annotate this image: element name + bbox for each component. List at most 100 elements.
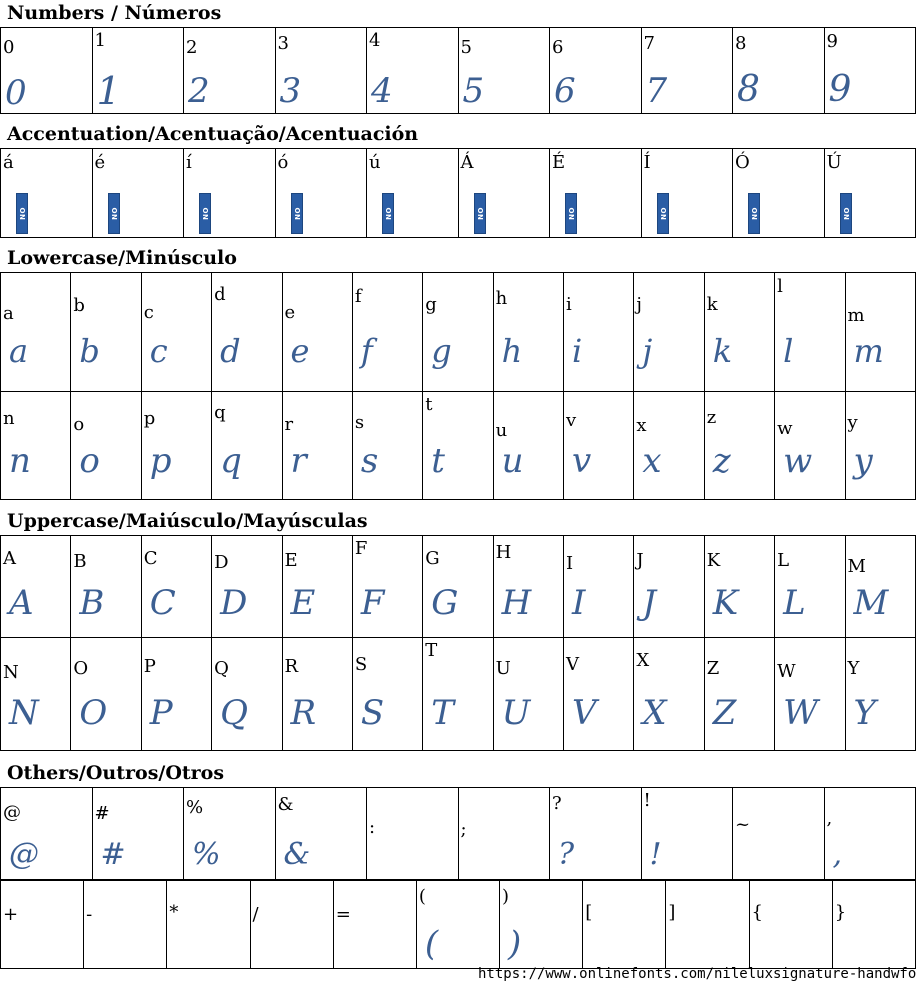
char-label: á	[3, 152, 14, 173]
char-label: m	[847, 305, 865, 326]
glyph-sample: z	[712, 441, 731, 481]
glyph-cell: é NO GLYPH	[91, 148, 184, 238]
char-label: d	[214, 284, 226, 305]
glyph-cell: }	[831, 880, 916, 969]
missing-glyph-badge: NO GLYPH	[473, 193, 495, 234]
char-label: {	[751, 902, 763, 923]
glyph-cell: ó NO GLYPH	[274, 148, 367, 238]
missing-glyph-badge: NO GLYPH	[565, 193, 586, 234]
glyph-sample: l	[783, 332, 794, 370]
char-label: j	[636, 294, 642, 315]
char-label: 7	[643, 33, 655, 54]
char-label: I	[566, 553, 574, 574]
char-label: ]	[668, 902, 676, 923]
char-label: l	[777, 276, 783, 297]
glyph-sample: M	[853, 583, 889, 623]
glyph-cell: @ @	[0, 787, 93, 880]
char-label: g	[425, 294, 437, 315]
char-label: ?	[552, 793, 562, 814]
char-label: p	[143, 408, 156, 429]
glyph-sample: e	[290, 332, 310, 370]
glyph-sample: I	[572, 583, 586, 623]
glyph-sample: 0	[5, 73, 27, 113]
glyph-sample: f	[360, 332, 373, 370]
glyph-sample: 8	[737, 69, 760, 110]
char-label: o	[73, 414, 85, 435]
glyph-sample: P	[149, 693, 173, 733]
char-label: Q	[214, 658, 229, 679]
glyph-sample: Y	[853, 693, 876, 733]
char-label: 4	[369, 30, 381, 51]
glyph-sample: &	[283, 837, 311, 872]
char-label: 5	[460, 37, 472, 58]
char-label: Z	[706, 658, 720, 679]
missing-glyph-badge: NO GLYPH	[290, 193, 312, 234]
char-label: í	[186, 152, 192, 173]
glyph-sample: w	[783, 441, 813, 481]
glyph-sample: g	[431, 332, 452, 370]
glyph-sample: !	[649, 837, 662, 872]
char-label: A	[3, 548, 16, 569]
glyph-sample: c	[149, 332, 168, 370]
glyph-sample: 9	[828, 69, 852, 110]
char-label: 1	[94, 30, 106, 51]
char-label: 3	[277, 33, 289, 54]
glyph-cell: á NO GLYPH	[0, 148, 93, 238]
glyph-sample: s	[360, 441, 379, 481]
missing-glyph-badge: NO GLYPH	[16, 193, 37, 234]
char-label: /	[252, 904, 259, 925]
glyph-cell: É NO GLYPH	[549, 148, 642, 238]
glyph-sample: #	[100, 837, 126, 872]
glyph-cell: %%	[183, 787, 276, 880]
glyph-sample: y	[853, 441, 873, 481]
glyph-sample: B	[79, 583, 105, 623]
char-label: C	[143, 548, 158, 569]
glyph-sample: J	[642, 583, 657, 623]
char-label: É	[552, 152, 566, 173]
char-label: e	[284, 302, 296, 323]
char-label: 0	[3, 37, 15, 58]
glyph-cell: ,,	[823, 787, 916, 880]
char-label: #	[94, 803, 110, 824]
glyph-sample: q	[220, 441, 242, 481]
char-label: D	[214, 552, 229, 573]
char-label: G	[425, 548, 440, 569]
char-label: v	[566, 410, 577, 431]
char-label: q	[214, 402, 226, 423]
missing-glyph-badge: NO GLYPH	[199, 193, 220, 234]
glyph-cell: Í NO GLYPH	[640, 148, 733, 238]
glyph-sample: o	[79, 441, 100, 481]
glyph-sample: i	[572, 332, 583, 370]
char-label: H	[495, 542, 512, 563]
missing-glyph-badge: NO GLYPH	[382, 193, 403, 234]
glyph-sample: (	[424, 924, 439, 964]
glyph-cell: /	[249, 880, 334, 969]
char-label: ~	[735, 814, 751, 835]
section-title: Accentuation/Acentuação/Acentuación	[7, 123, 419, 145]
glyph-sample: m	[853, 332, 884, 370]
char-label: M	[847, 556, 866, 577]
char-label: é	[94, 152, 106, 173]
source-url[interactable]: https://www.onlinefonts.com/nileluxsigna…	[478, 966, 916, 982]
glyph-sample: X	[642, 693, 667, 733]
